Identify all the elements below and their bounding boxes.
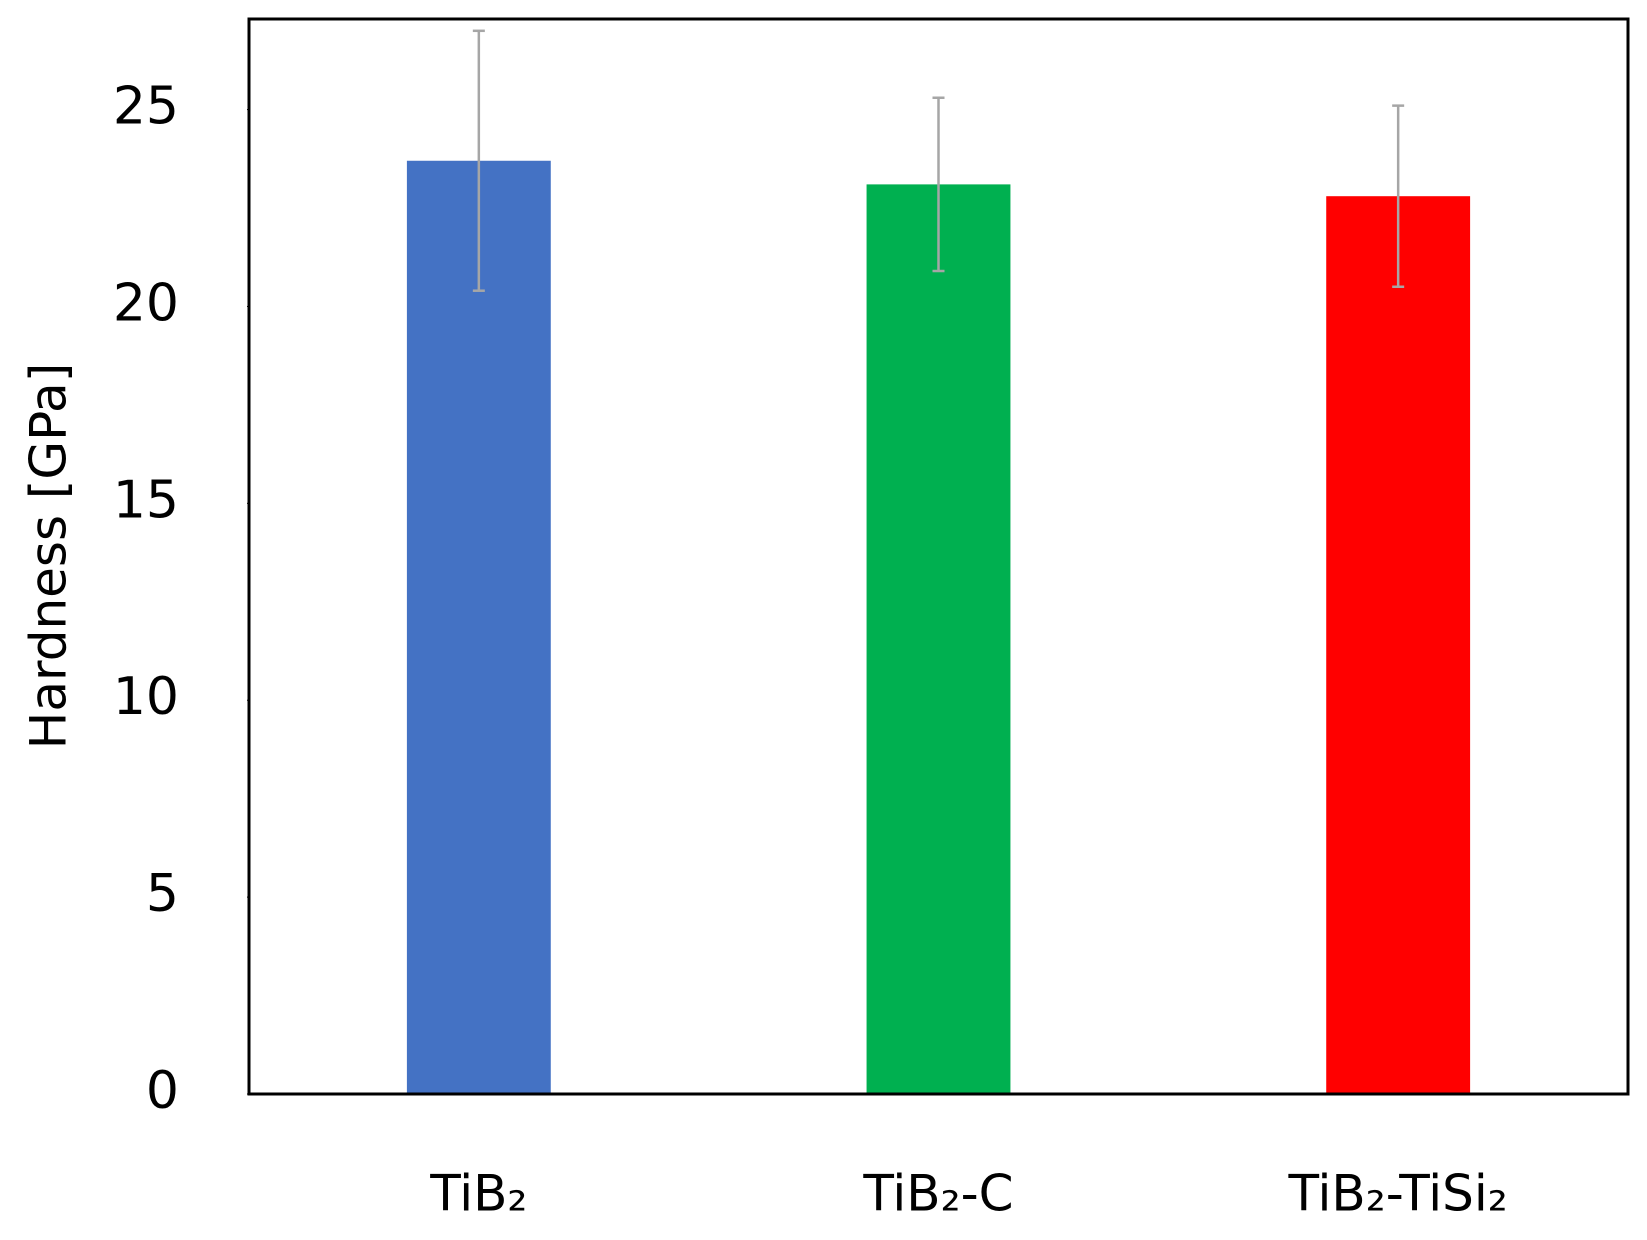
error-bar xyxy=(472,29,485,292)
error-bar xyxy=(1392,104,1405,289)
y-tick-label: 20 xyxy=(113,273,179,333)
y-tick-label: 10 xyxy=(113,667,179,727)
y-tick-label: 5 xyxy=(146,864,179,924)
bar xyxy=(406,160,551,1094)
x-tick-label: TiB₂-TiSi₂ xyxy=(1288,1165,1508,1223)
bar xyxy=(866,184,1011,1094)
y-tick-label: 15 xyxy=(113,470,179,530)
x-tick-label: TiB₂ xyxy=(429,1165,527,1223)
y-tick-label: 0 xyxy=(146,1061,179,1121)
bar xyxy=(1326,196,1471,1094)
x-tick-label: TiB₂-C xyxy=(862,1165,1013,1223)
y-axis-label: Hardness [GPa] xyxy=(20,363,78,749)
error-bar xyxy=(932,96,945,273)
y-tick-label: 25 xyxy=(113,77,179,137)
